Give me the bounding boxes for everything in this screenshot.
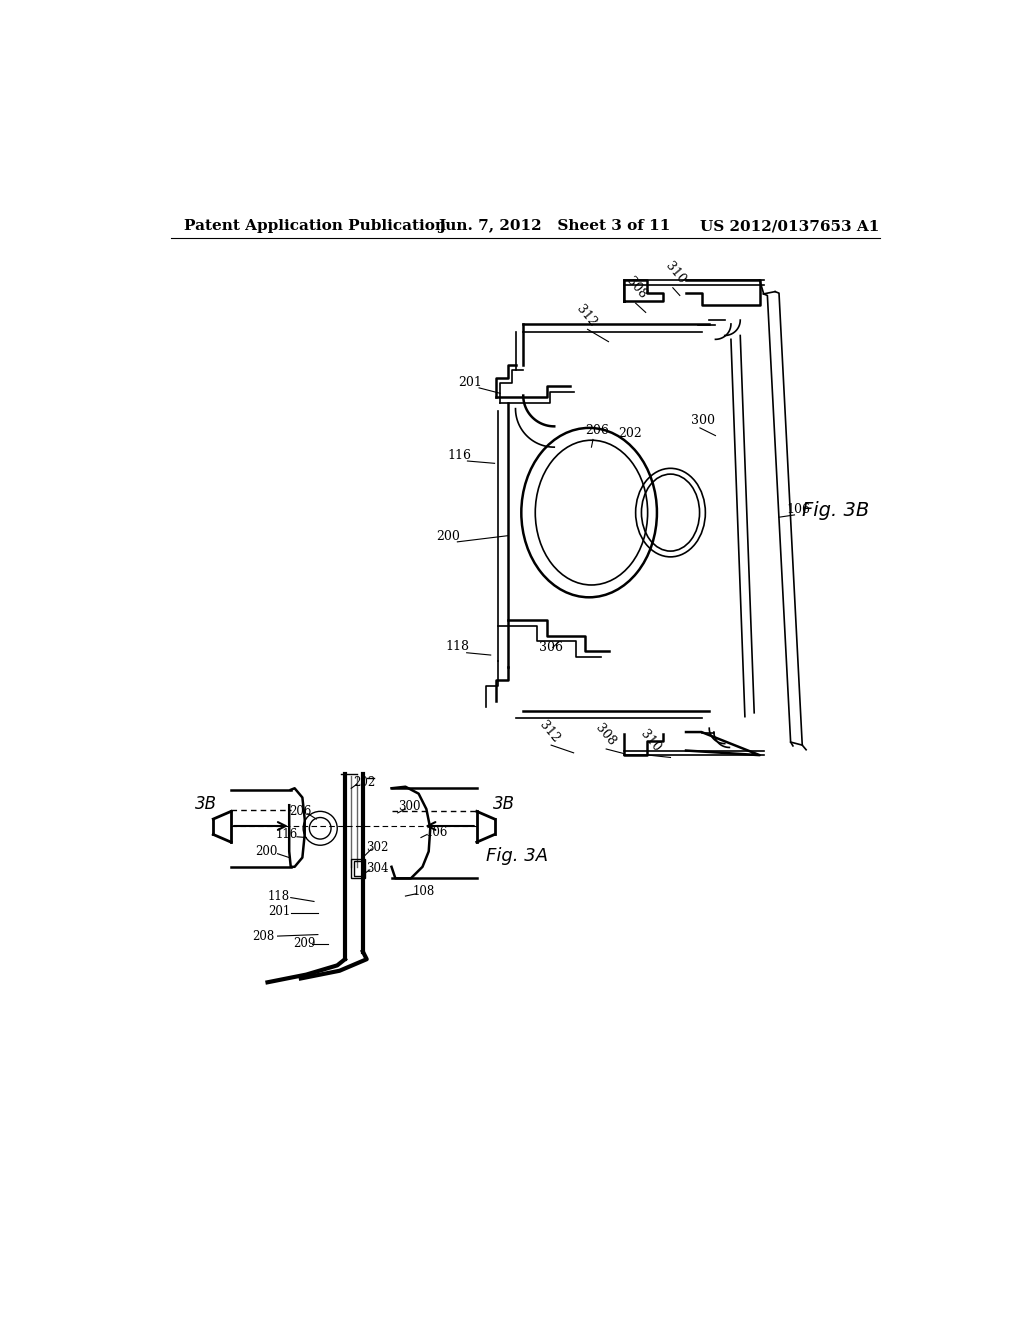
Text: 200: 200 (255, 845, 278, 858)
Text: 308: 308 (624, 275, 649, 301)
Text: 201: 201 (458, 376, 482, 388)
Text: 312: 312 (538, 718, 562, 744)
Text: 118: 118 (445, 640, 470, 652)
Text: 116: 116 (447, 449, 471, 462)
Bar (351, 859, 366, 878)
Text: 201: 201 (268, 906, 290, 917)
Text: 300: 300 (398, 800, 421, 813)
Text: 302: 302 (367, 841, 389, 854)
Text: Patent Application Publication: Patent Application Publication (183, 219, 445, 234)
Text: 300: 300 (690, 414, 715, 428)
Text: 312: 312 (573, 302, 599, 329)
Text: 206: 206 (289, 805, 311, 818)
Text: 304: 304 (367, 862, 389, 875)
Text: 306: 306 (539, 642, 563, 655)
Text: 206: 206 (586, 424, 609, 437)
Text: Fig. 3B: Fig. 3B (802, 502, 869, 520)
Text: 108: 108 (413, 884, 435, 898)
Text: 3B: 3B (493, 795, 515, 813)
Text: 200: 200 (436, 529, 461, 543)
Text: 310: 310 (663, 260, 688, 286)
Text: Fig. 3A: Fig. 3A (486, 846, 548, 865)
Text: 209: 209 (294, 937, 315, 950)
Text: 118: 118 (268, 890, 290, 903)
Text: 202: 202 (617, 428, 642, 440)
Bar (353, 862, 362, 876)
Text: 208: 208 (253, 929, 274, 942)
Text: Jun. 7, 2012   Sheet 3 of 11: Jun. 7, 2012 Sheet 3 of 11 (438, 219, 671, 234)
Text: 3B: 3B (195, 795, 216, 813)
Text: 308: 308 (593, 722, 618, 748)
Text: 310: 310 (638, 727, 664, 754)
Text: 116: 116 (275, 828, 298, 841)
Text: 106: 106 (425, 825, 447, 838)
Text: US 2012/0137653 A1: US 2012/0137653 A1 (700, 219, 880, 234)
Text: 106: 106 (786, 503, 811, 516)
Text: 202: 202 (353, 776, 376, 788)
